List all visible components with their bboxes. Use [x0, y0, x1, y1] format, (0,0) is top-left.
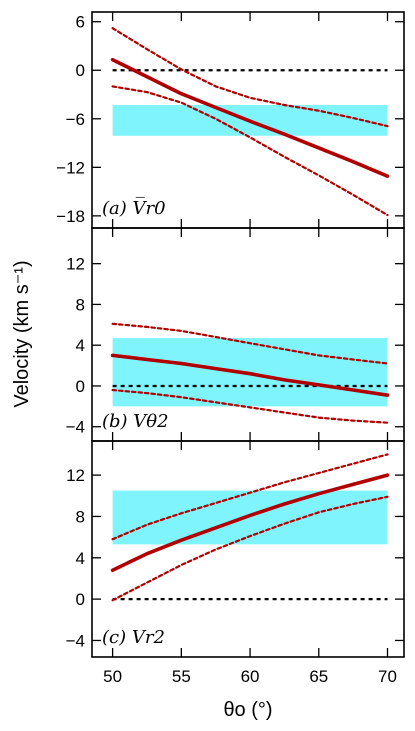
panel-1: 12 8 4 0 −4 (b) Vθ2: [66, 227, 405, 442]
series-main: [110, 57, 390, 178]
y-tick-label: 4: [76, 336, 85, 355]
y-tick-label: −6: [66, 110, 85, 129]
x-tick-label: 50: [103, 667, 122, 686]
y-axis-title: Velocity (km s⁻¹): [11, 260, 33, 407]
series-main: [110, 473, 390, 573]
y-tick-label: 8: [76, 295, 85, 314]
panel-frame: [91, 440, 405, 658]
y-tick-label: 0: [76, 61, 85, 80]
panel-0: 6 0 −6 −12 −18 (a) V̅r0: [56, 11, 405, 229]
series-lower: [111, 388, 389, 424]
panel-label: (c) Vr2: [102, 627, 165, 648]
panel-label: (a) V̅r0: [102, 197, 166, 219]
y-tick-label: 6: [76, 13, 85, 32]
panel-2: 12 8 4 0 −4 (c) Vr2: [66, 440, 405, 658]
x-tick-label: 60: [241, 667, 260, 686]
y-tick-label: 0: [76, 377, 85, 396]
x-tick-label: 65: [309, 667, 328, 686]
y-tick-label: −12: [56, 158, 85, 177]
x-axis-title: θo (°): [223, 699, 272, 721]
y-tick-label: 12: [66, 255, 85, 274]
series-upper: [111, 322, 389, 365]
panel-label: (b) Vθ2: [102, 411, 169, 432]
y-tick-label: −4: [66, 631, 85, 650]
x-tick-label: 55: [172, 667, 191, 686]
panel-frame: [91, 227, 405, 442]
series-upper: [111, 27, 389, 128]
series-main: [110, 353, 390, 397]
x-tick-label: 70: [378, 667, 397, 686]
series-lower: [111, 495, 389, 602]
y-tick-label: −4: [66, 418, 85, 437]
y-tick-label: 12: [66, 466, 85, 485]
y-tick-label: 0: [76, 590, 85, 609]
y-tick-label: 4: [76, 549, 85, 568]
y-tick-label: 8: [76, 507, 85, 526]
series-upper: [111, 453, 389, 541]
series-lower: [111, 85, 389, 217]
y-tick-label: −18: [56, 207, 85, 226]
